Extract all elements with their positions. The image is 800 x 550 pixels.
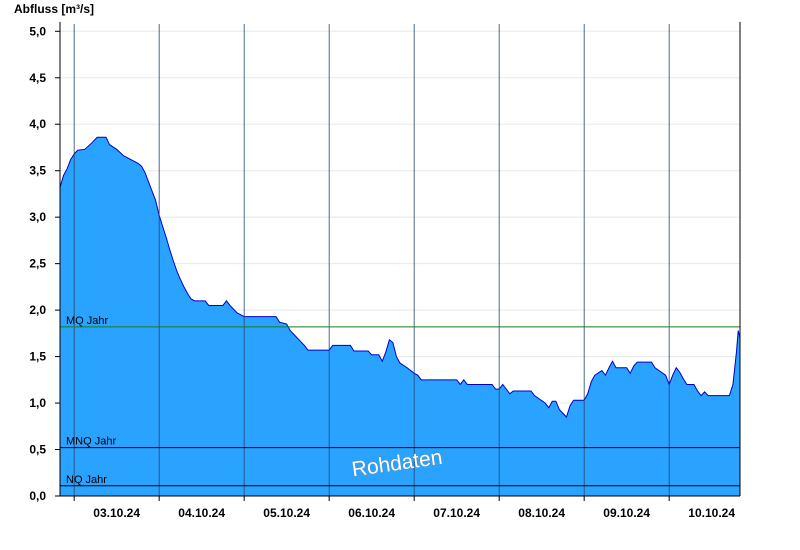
x-tick-label: 03.10.24 [93,506,140,520]
reference-label: NQ Jahr [66,474,107,486]
x-tick-label: 10.10.24 [688,506,735,520]
y-tick-label: 4,5 [29,71,46,85]
y-tick-label: 1,5 [29,350,46,364]
y-tick-label: 1,0 [29,396,46,410]
y-tick-label: 2,5 [29,257,46,271]
x-tick-label: 09.10.24 [603,506,650,520]
reference-label: MNQ Jahr [66,436,116,448]
y-tick-label: 2,0 [29,303,46,317]
y-axis-label: Abfluss [m³/s] [14,2,94,16]
x-tick-label: 08.10.24 [518,506,565,520]
y-tick-label: 3,0 [29,210,46,224]
x-tick-label: 06.10.24 [348,506,395,520]
y-tick-label: 3,5 [29,164,46,178]
discharge-series [59,136,741,496]
axes [59,22,741,497]
x-tick-label: 07.10.24 [433,506,480,520]
y-tick-label: 4,0 [29,117,46,131]
y-tick-label: 0,0 [29,489,46,503]
x-tick-label: 05.10.24 [263,506,310,520]
y-ticks: 0,0 0,5 1,0 1,5 2,0 2,5 3,0 3,5 4,0 4,5 5,0 [29,24,60,503]
x-tick-label: 04.10.24 [178,506,225,520]
y-tick-label: 0,5 [29,443,46,457]
discharge-line [59,136,741,418]
y-tick-label: 5,0 [29,24,46,38]
reference-label: MQ Jahr [66,315,109,327]
reference-lines: MQ Jahr MNQ Jahr NQ Jahr [60,315,740,487]
discharge-area [60,137,740,496]
x-ticks: 03.10.24 04.10.24 05.10.24 06.10.24 07.10.24… [73,496,735,520]
day-separators [73,24,670,496]
